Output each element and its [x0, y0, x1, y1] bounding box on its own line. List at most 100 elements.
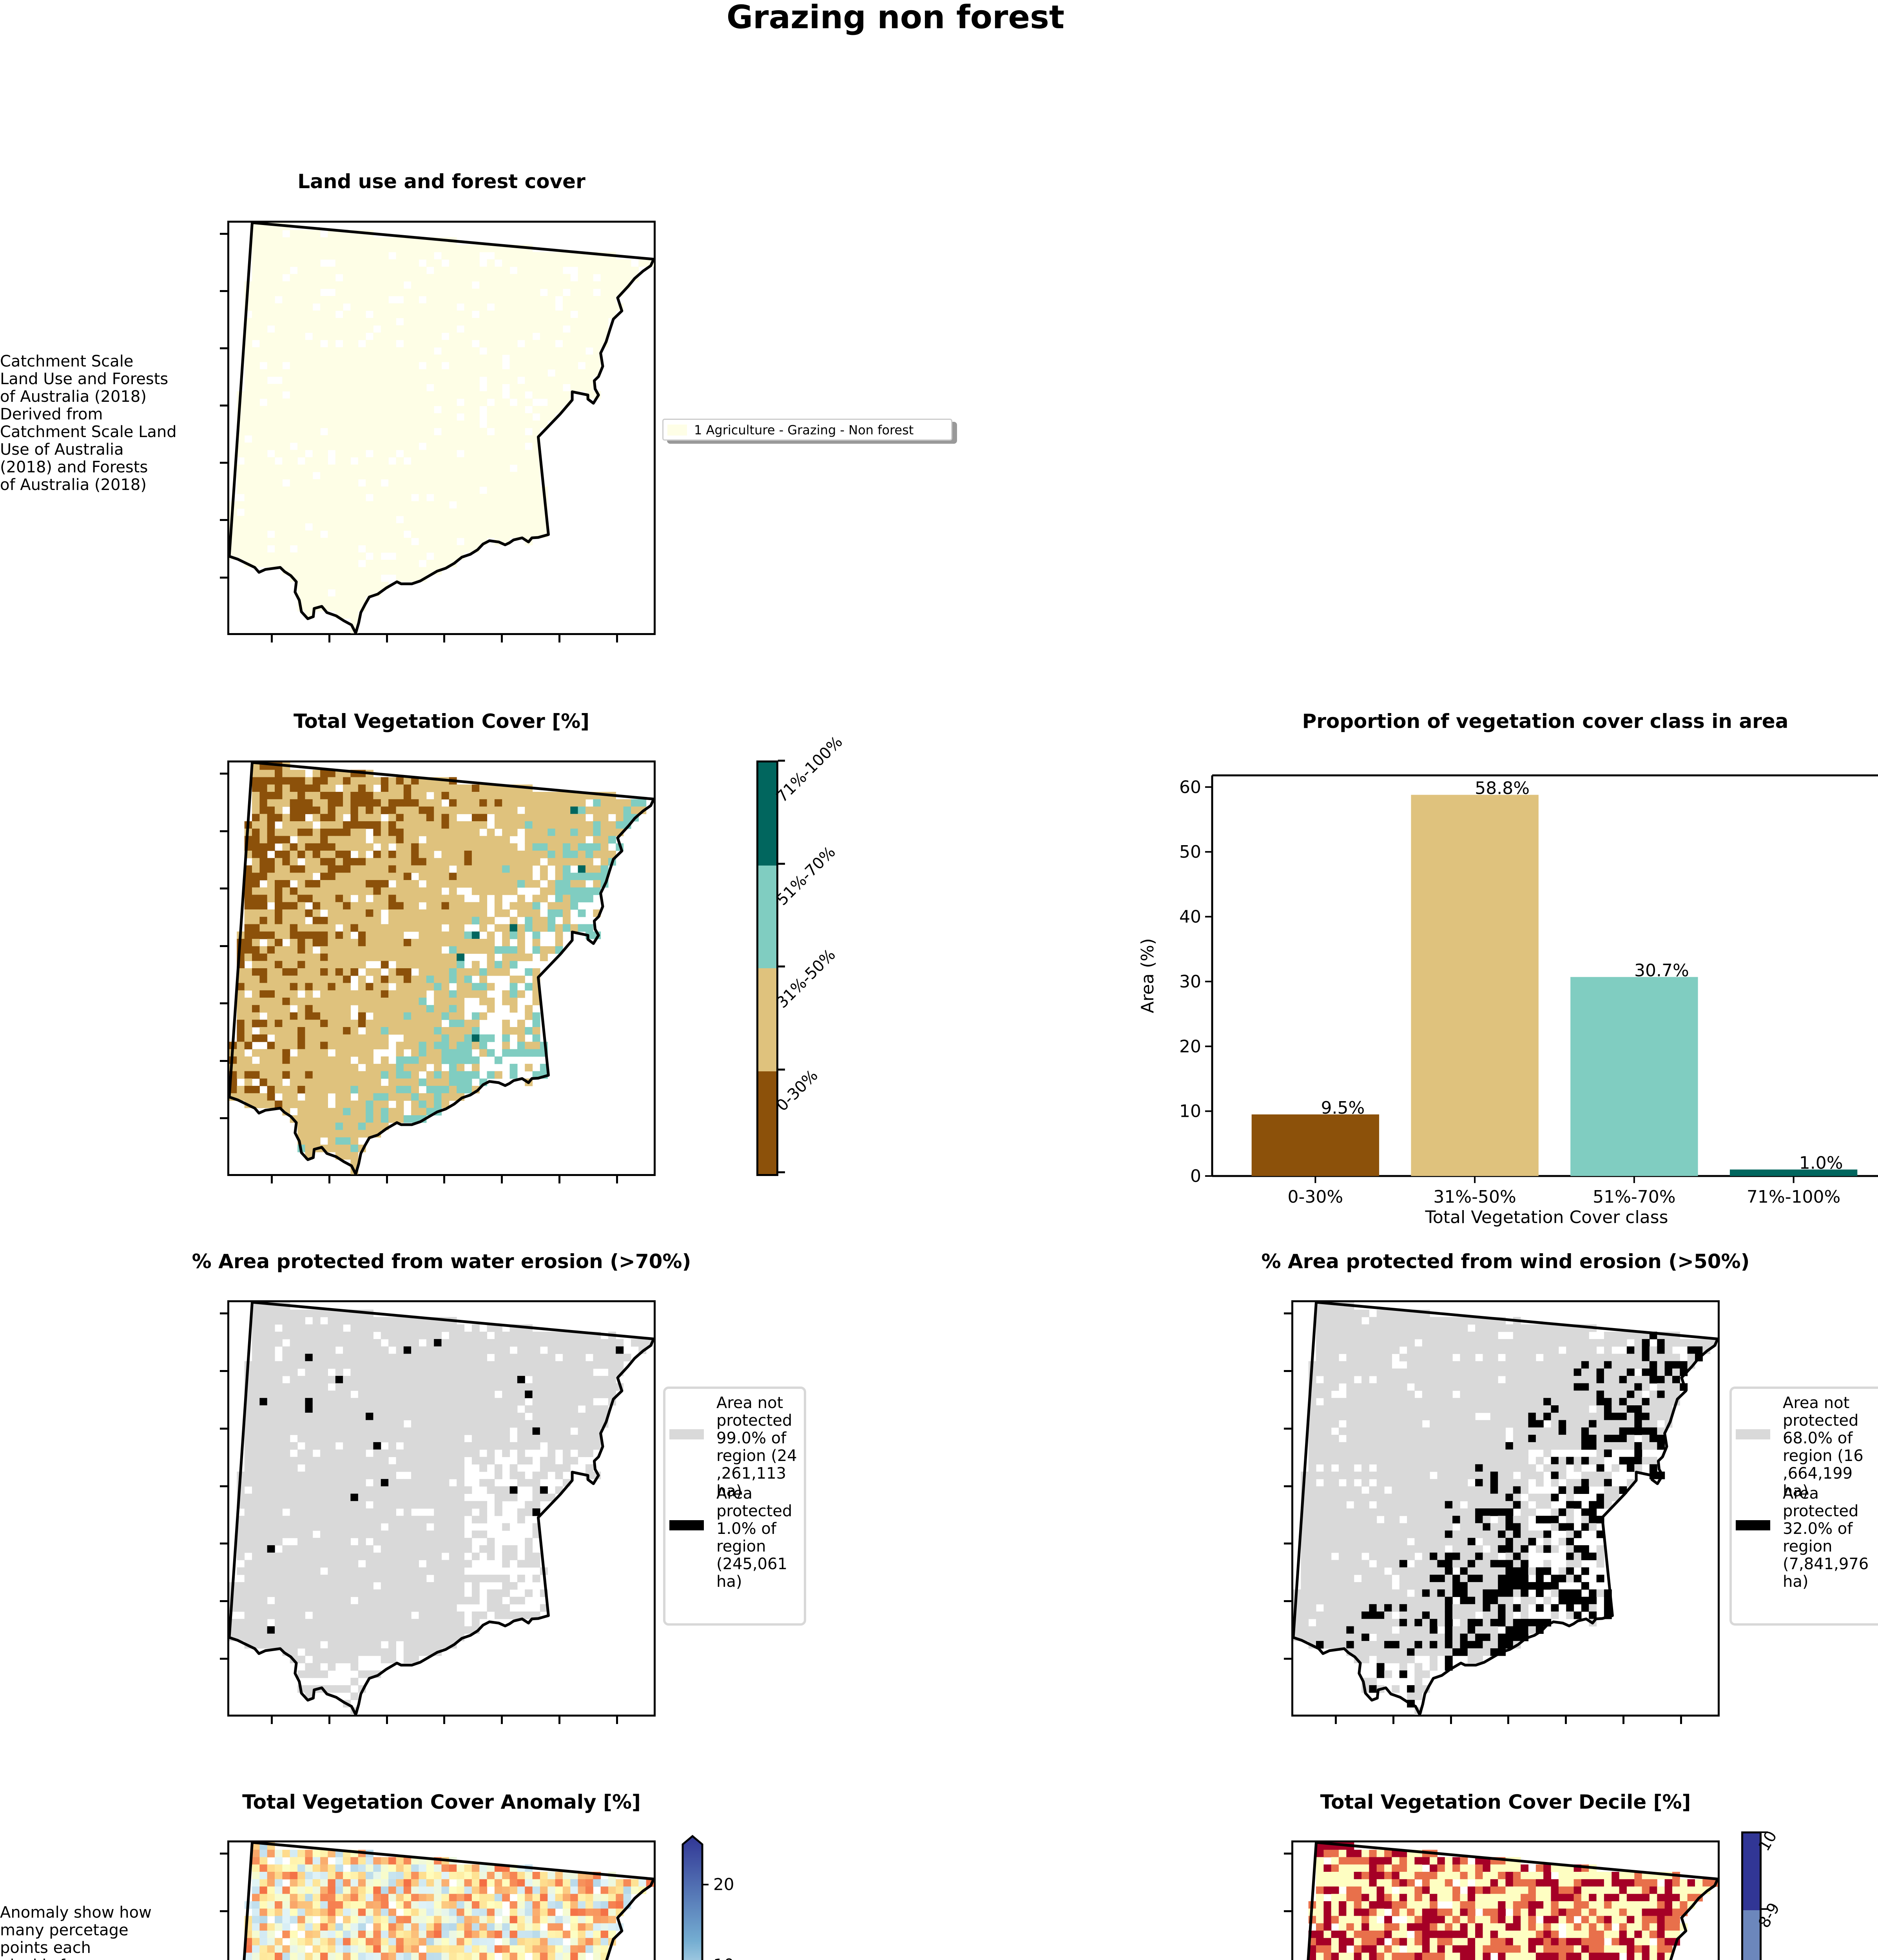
x-tick: [558, 1717, 560, 1724]
x-tick-label: 0-30%: [1288, 1187, 1343, 1207]
y-tick: [1284, 1853, 1291, 1855]
y-tick-label: 10: [1179, 1102, 1201, 1122]
x-tick: [443, 1176, 446, 1183]
region-boundary: [228, 1301, 655, 1716]
x-tick-label: 31%-50%: [1433, 1187, 1516, 1207]
legend-swatch-protected: [669, 1520, 704, 1530]
water-erosion-title: % Area protected from water erosion (>70…: [192, 1250, 691, 1273]
x-axis-label: Total Vegetation Cover class: [1425, 1207, 1668, 1227]
veg-cover-colorbar: [756, 760, 778, 1176]
x-tick: [386, 635, 388, 642]
land-use-title: Land use and forest cover: [297, 170, 586, 193]
x-tick: [501, 635, 503, 642]
water-erosion-map: [220, 1300, 656, 1724]
colorbar-segment: [758, 762, 776, 866]
x-tick: [443, 1717, 446, 1724]
y-tick-label: 20: [1179, 1036, 1201, 1056]
y-tick: [1284, 1657, 1291, 1660]
y-tick: [1284, 1600, 1291, 1602]
x-tick: [501, 1717, 503, 1724]
region-boundary: [228, 761, 655, 1176]
anomaly-colorbar-label: 10: [713, 1955, 734, 1960]
y-tick: [1284, 1543, 1291, 1545]
y-tick: [220, 1853, 227, 1855]
colorbar-tick: [778, 1068, 785, 1071]
colorbar-segment: [758, 1071, 776, 1174]
x-tick: [616, 1176, 618, 1183]
y-tick: [1284, 1910, 1291, 1912]
x-tick: [328, 1717, 330, 1724]
anomaly-map: [220, 1840, 656, 1960]
x-tick: [271, 1717, 273, 1724]
anomaly-title: Total Vegetation Cover Anomaly [%]: [242, 1791, 641, 1813]
y-tick-label: 30: [1179, 972, 1201, 992]
y-tick: [220, 887, 227, 890]
x-tick: [1565, 1717, 1567, 1724]
y-tick-label: 50: [1179, 842, 1201, 862]
decile-title: Total Vegetation Cover Decile [%]: [1320, 1791, 1691, 1813]
y-tick: [220, 1060, 227, 1062]
decile-colorbar: [1741, 1831, 1762, 1960]
x-tick: [616, 635, 618, 642]
y-tick: [220, 830, 227, 832]
water-erosion-legend: Area not protected 99.0% of region (24 ,…: [663, 1387, 806, 1626]
y-tick: [220, 1117, 227, 1120]
region-boundary: [228, 221, 655, 635]
bar-data-label: 1.0%: [1799, 1153, 1843, 1173]
anomaly-colorbar-bar: [682, 1835, 703, 1960]
bar: [1251, 1114, 1379, 1176]
y-tick: [220, 1485, 227, 1487]
y-tick: [220, 1910, 227, 1912]
colorbar-tick: [778, 1171, 785, 1173]
anomaly-colorbar: 20100−10−20: [682, 1835, 734, 1960]
x-tick: [1392, 1717, 1394, 1724]
x-tick: [328, 1176, 330, 1183]
legend-label-grazing: 1 Agriculture - Grazing - Non forest: [694, 423, 914, 437]
legend-swatch-not-protected: [669, 1429, 704, 1439]
y-axis-label: Area (%): [1138, 938, 1158, 1013]
y-tick: [220, 1543, 227, 1545]
y-tick: [220, 1002, 227, 1005]
wind-erosion-map: [1284, 1300, 1720, 1724]
legend-label-protected: Area protected 1.0% of region (245,061 h…: [716, 1485, 792, 1591]
legend-swatch-grazing: [667, 425, 687, 436]
x-tick-label: 71%-100%: [1747, 1187, 1840, 1207]
y-tick: [220, 347, 227, 350]
x-tick: [501, 1176, 503, 1183]
colorbar-tick: [778, 760, 785, 762]
colorbar-tick: [1762, 1908, 1768, 1910]
bar: [1411, 795, 1539, 1176]
y-tick: [220, 576, 227, 579]
page-title: Grazing non forest: [726, 0, 1065, 36]
land-use-legend: 1 Agriculture - Grazing - Non forest: [662, 419, 957, 444]
bar-data-label: 9.5%: [1321, 1098, 1365, 1118]
veg-cover-title: Total Vegetation Cover [%]: [293, 710, 590, 733]
x-tick: [271, 635, 273, 642]
bar-chart-title: Proportion of vegetation cover class in …: [1302, 710, 1789, 733]
y-tick: [220, 1427, 227, 1430]
colorbar-tick: [778, 965, 785, 967]
y-tick: [220, 1600, 227, 1602]
y-tick: [220, 290, 227, 292]
y-tick-label: 60: [1179, 777, 1201, 797]
y-tick: [220, 1370, 227, 1372]
y-tick: [1284, 1312, 1291, 1315]
y-tick: [220, 773, 227, 775]
x-tick: [271, 1176, 273, 1183]
x-tick: [558, 1176, 560, 1183]
bar-chart: 0 10 20 30 40 50 60 0-30% 9.5% 31%-50% 58.8% 51%-70…: [1138, 774, 1878, 1227]
veg-cover-map: [220, 760, 656, 1183]
y-tick: [1284, 1485, 1291, 1487]
x-tick: [443, 635, 446, 642]
wind-erosion-legend: Area not protected 68.0% of region (16 ,…: [1729, 1387, 1878, 1626]
x-tick: [386, 1176, 388, 1183]
x-tick: [1335, 1717, 1337, 1724]
y-tick: [220, 462, 227, 464]
x-tick: [1680, 1717, 1682, 1724]
land-use-source-note: Catchment Scale Land Use and Forests of …: [0, 352, 177, 494]
land-use-map: [220, 221, 656, 642]
y-tick: [220, 945, 227, 947]
bar-data-label: 58.8%: [1475, 779, 1530, 799]
y-tick-label: 0: [1190, 1166, 1201, 1186]
colorbar-segment: [758, 968, 776, 1071]
